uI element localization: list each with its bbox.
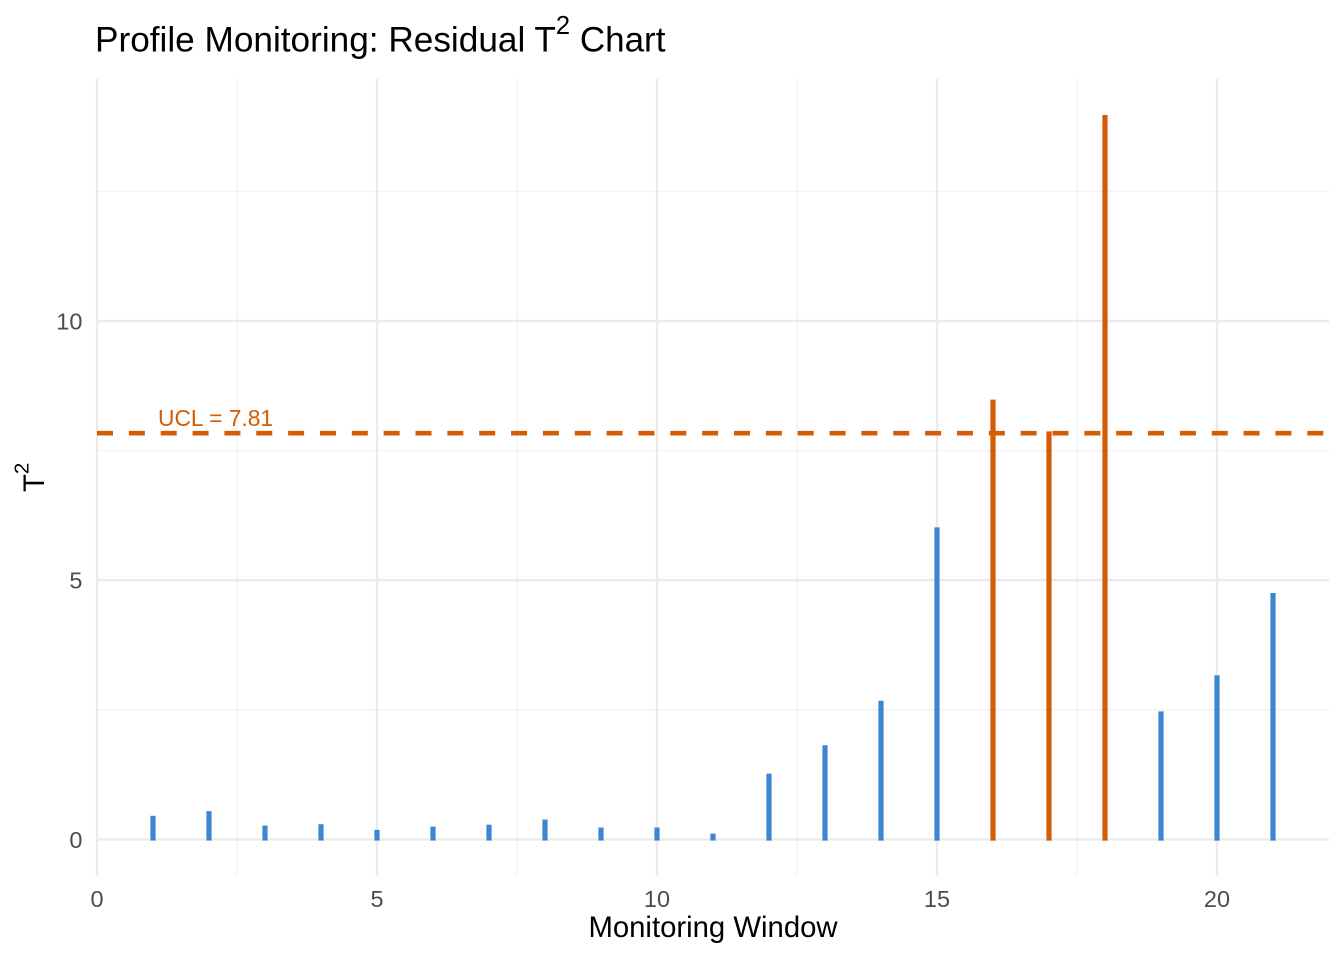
svg-text:15: 15 — [924, 886, 950, 912]
svg-text:10: 10 — [56, 309, 82, 335]
svg-text:0: 0 — [90, 886, 103, 912]
svg-text:5: 5 — [69, 568, 82, 594]
svg-text:5: 5 — [370, 886, 383, 912]
svg-text:20: 20 — [1204, 886, 1230, 912]
svg-text:Monitoring Window: Monitoring Window — [588, 911, 838, 944]
svg-text:10: 10 — [644, 886, 670, 912]
svg-text:0: 0 — [69, 827, 82, 853]
svg-text:Profile Monitoring: Residual T: Profile Monitoring: Residual T2 Chart — [95, 12, 666, 59]
svg-text:UCL = 7.81: UCL = 7.81 — [158, 405, 273, 431]
